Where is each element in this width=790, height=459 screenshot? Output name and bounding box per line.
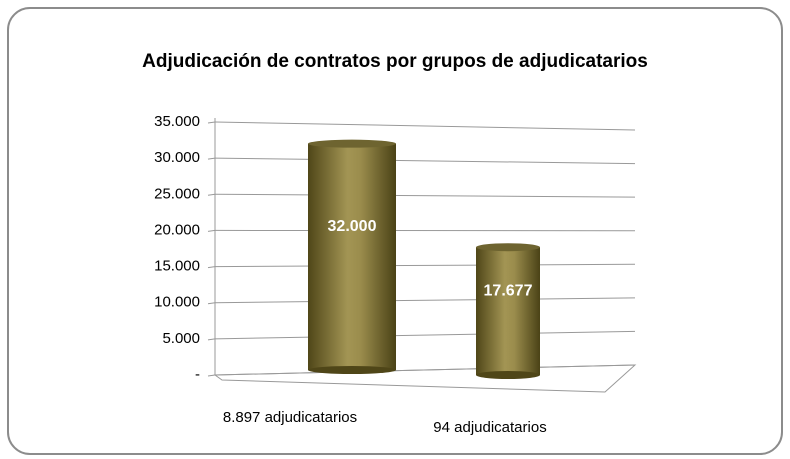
grid-line bbox=[214, 364, 636, 376]
bar-base bbox=[308, 366, 396, 374]
grid-line bbox=[214, 121, 636, 131]
value-label: 32.000 bbox=[328, 218, 377, 235]
bar-cap bbox=[476, 243, 540, 252]
grid-line bbox=[214, 330, 636, 340]
y-tick-label: 10.000 bbox=[154, 294, 200, 311]
x-tick-label: 94 adjudicatarios bbox=[433, 419, 546, 436]
tick-mark bbox=[207, 157, 216, 160]
tick-mark bbox=[207, 121, 216, 124]
grid-line bbox=[214, 193, 636, 198]
bar bbox=[476, 247, 540, 375]
tick-mark bbox=[207, 229, 216, 232]
tick-mark bbox=[207, 193, 216, 196]
bar-cap bbox=[308, 139, 396, 148]
y-tick-label: 30.000 bbox=[154, 149, 200, 166]
bar-base bbox=[476, 371, 540, 379]
tick-mark bbox=[207, 302, 216, 305]
y-tick-label: - bbox=[195, 366, 200, 383]
grid-line bbox=[214, 157, 636, 165]
y-tick-label: 35.000 bbox=[154, 113, 200, 130]
value-label: 17.677 bbox=[484, 282, 533, 299]
tick-mark bbox=[207, 266, 216, 269]
y-tick-label: 20.000 bbox=[154, 221, 200, 238]
bar bbox=[308, 143, 396, 370]
y-tick-label: 5.000 bbox=[162, 330, 200, 347]
chart-title: Adjudicación de contratos por grupos de … bbox=[142, 51, 648, 72]
grid-line bbox=[214, 263, 636, 268]
grid-line bbox=[214, 297, 636, 304]
x-tick-label: 8.897 adjudicatarios bbox=[223, 409, 357, 426]
tick-mark bbox=[207, 374, 216, 377]
y-tick-label: 25.000 bbox=[154, 185, 200, 202]
y-tick-label: 15.000 bbox=[154, 258, 200, 275]
tick-mark bbox=[207, 338, 216, 341]
